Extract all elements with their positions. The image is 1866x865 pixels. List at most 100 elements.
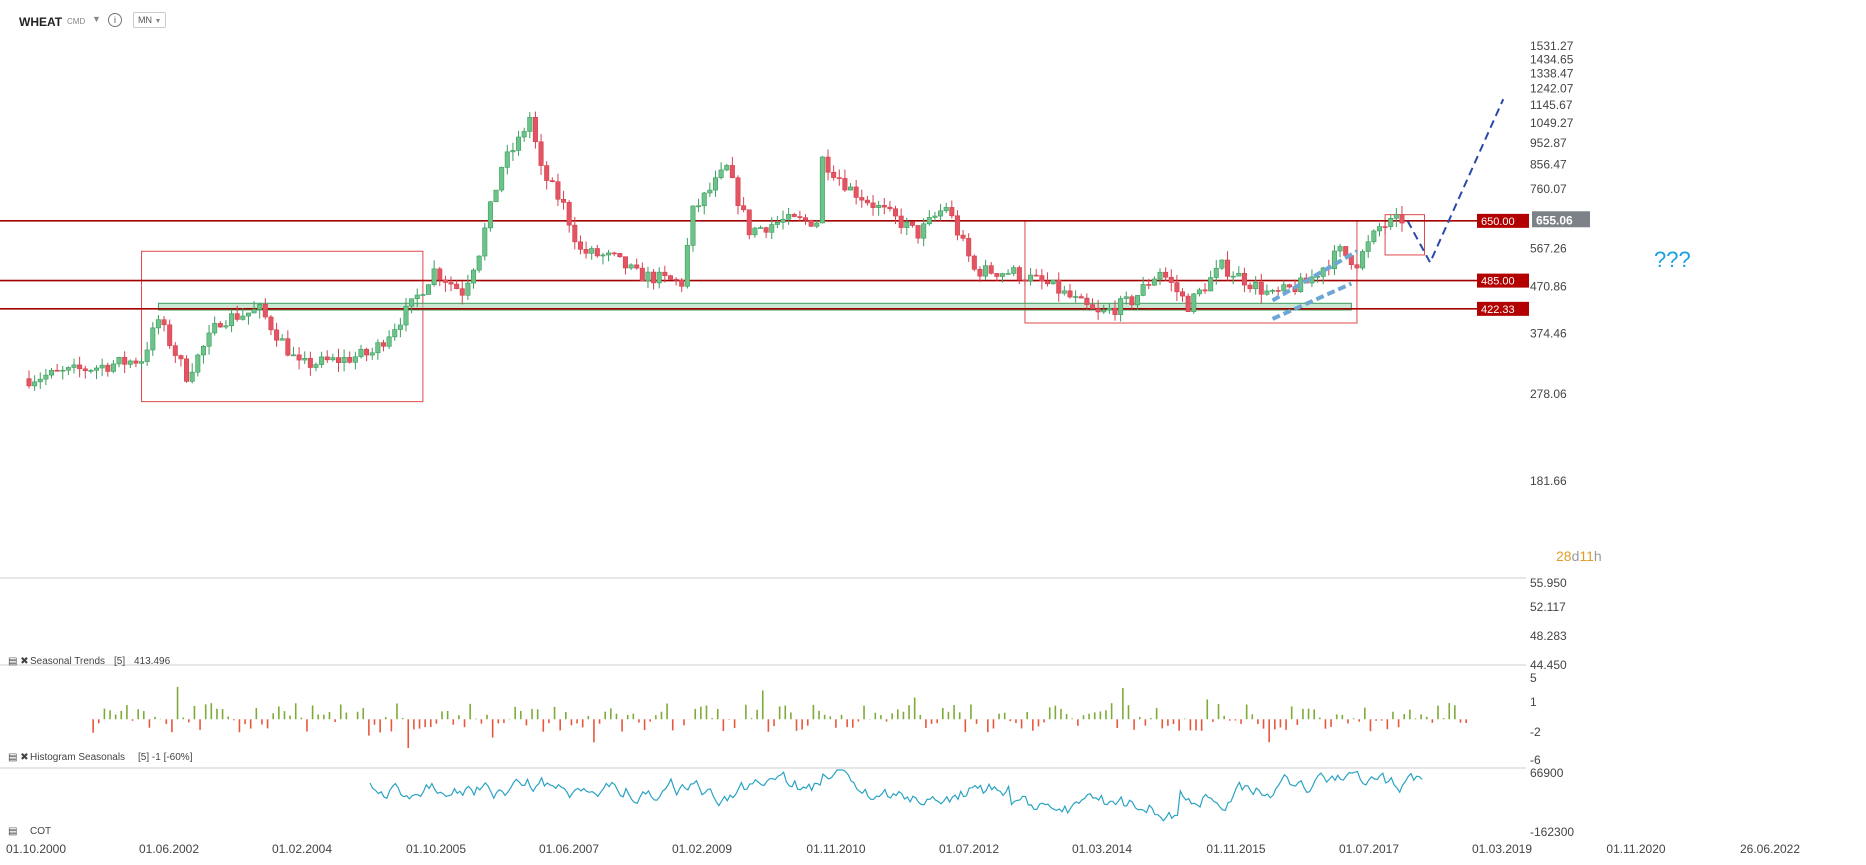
candle-body	[988, 265, 994, 274]
x-tick-label: 01.11.2010	[806, 842, 865, 856]
candle-body	[223, 325, 229, 328]
candle-body	[1331, 250, 1337, 270]
candle-body	[999, 273, 1005, 277]
candle-body	[37, 378, 43, 383]
candle-body	[1219, 259, 1225, 269]
candle-body	[1044, 280, 1050, 285]
histogram-params: [5] -1 [-60%]	[138, 752, 193, 763]
candle-body	[1135, 295, 1141, 306]
candle-body	[949, 207, 955, 217]
candle-body	[195, 354, 201, 373]
venue-label: CMD	[67, 17, 86, 26]
interval-select[interactable]: MN ▼	[133, 12, 167, 28]
candle-body	[1095, 308, 1101, 313]
candle-body	[1084, 297, 1090, 305]
candle-body	[1247, 284, 1253, 290]
histogram-y-tick: 66900	[1530, 766, 1564, 780]
candle-body	[330, 357, 336, 361]
candle-body	[741, 205, 747, 211]
candle-body	[392, 329, 398, 338]
candle-body	[864, 199, 870, 204]
x-tick-label: 26.06.2022	[1740, 842, 1800, 856]
candle-body	[116, 357, 122, 365]
date-axis: 01.10.2000 01.06.2002 01.02.2004 01.10.2005…	[6, 842, 1800, 856]
candle-body	[1191, 293, 1197, 312]
x-tick-label: 01.10.2000	[6, 842, 66, 856]
y-tick-label: 278.06	[1530, 387, 1567, 401]
candle-body	[1399, 214, 1405, 224]
chevron-down-icon: ▼	[154, 18, 162, 25]
seasonal-y-tick: 5	[1530, 671, 1537, 685]
candle-body	[448, 282, 454, 285]
candle-body	[583, 249, 589, 254]
candle-body	[60, 369, 66, 372]
x-tick-label: 01.06.2002	[139, 842, 199, 856]
chevron-down-icon[interactable]: ▼	[92, 14, 101, 24]
candle-body	[1174, 282, 1180, 293]
candle-body	[971, 255, 977, 270]
candle-body	[757, 227, 763, 229]
candle-body	[1185, 295, 1191, 312]
candle-body	[1022, 279, 1028, 282]
y-tick-label: 760.07	[1530, 182, 1567, 196]
candle-body	[735, 177, 741, 206]
x-tick-label: 01.03.2019	[1472, 842, 1532, 856]
symbol-label[interactable]: WHEAT	[19, 15, 63, 29]
candle-body	[1393, 214, 1399, 219]
info-icon[interactable]: i	[108, 13, 122, 27]
candle-body	[229, 313, 235, 327]
candle-body	[189, 371, 195, 382]
candle-body	[364, 348, 370, 356]
candle-body	[926, 217, 932, 225]
candle-body	[324, 356, 330, 361]
candle-body	[414, 294, 420, 300]
candle-body	[386, 336, 392, 347]
panel-menu-icon: ▤ ✖	[8, 752, 29, 763]
candle-body	[707, 189, 713, 194]
candle-body	[167, 324, 173, 346]
candle-body	[769, 224, 775, 233]
candle-body	[870, 202, 876, 208]
candle-body	[881, 205, 887, 208]
candle-body	[966, 238, 972, 257]
candle-body	[1275, 290, 1281, 292]
candle-body	[26, 378, 32, 387]
candle-body	[774, 222, 780, 225]
candle-body	[465, 282, 471, 296]
candle-body	[690, 205, 696, 246]
candle-body	[54, 369, 60, 372]
countdown-hours: 11	[1579, 548, 1594, 564]
candle-body	[471, 269, 477, 284]
candle-body	[622, 256, 628, 269]
last-price-bg	[1532, 211, 1590, 228]
candle-body	[662, 271, 668, 276]
indicator-y-tick: 48.283	[1530, 629, 1567, 643]
candle-body	[476, 255, 482, 271]
candle-body	[977, 269, 983, 277]
candle-body	[1050, 279, 1056, 285]
candle-body	[32, 381, 38, 387]
candle-body	[431, 268, 437, 286]
candle-body	[549, 180, 555, 182]
candle-body	[313, 364, 319, 368]
candle-body	[1106, 307, 1112, 311]
price-tag: 422.33	[1481, 304, 1515, 316]
candle-body	[797, 216, 803, 218]
candle-body	[77, 364, 83, 370]
candle-body	[217, 323, 223, 328]
countdown-h: h	[1594, 548, 1602, 564]
y-tick-label: 1242.07	[1530, 82, 1574, 96]
candle-body	[482, 227, 488, 257]
candle-body	[611, 252, 617, 255]
candle-body	[1286, 284, 1292, 288]
histogram-y-tick: -162300	[1530, 825, 1574, 839]
candle-body	[848, 186, 854, 191]
candle-body	[1365, 241, 1371, 252]
candle-body	[240, 315, 246, 320]
candle-body	[358, 348, 364, 358]
candle-body	[516, 136, 522, 151]
candle-body	[904, 221, 910, 228]
